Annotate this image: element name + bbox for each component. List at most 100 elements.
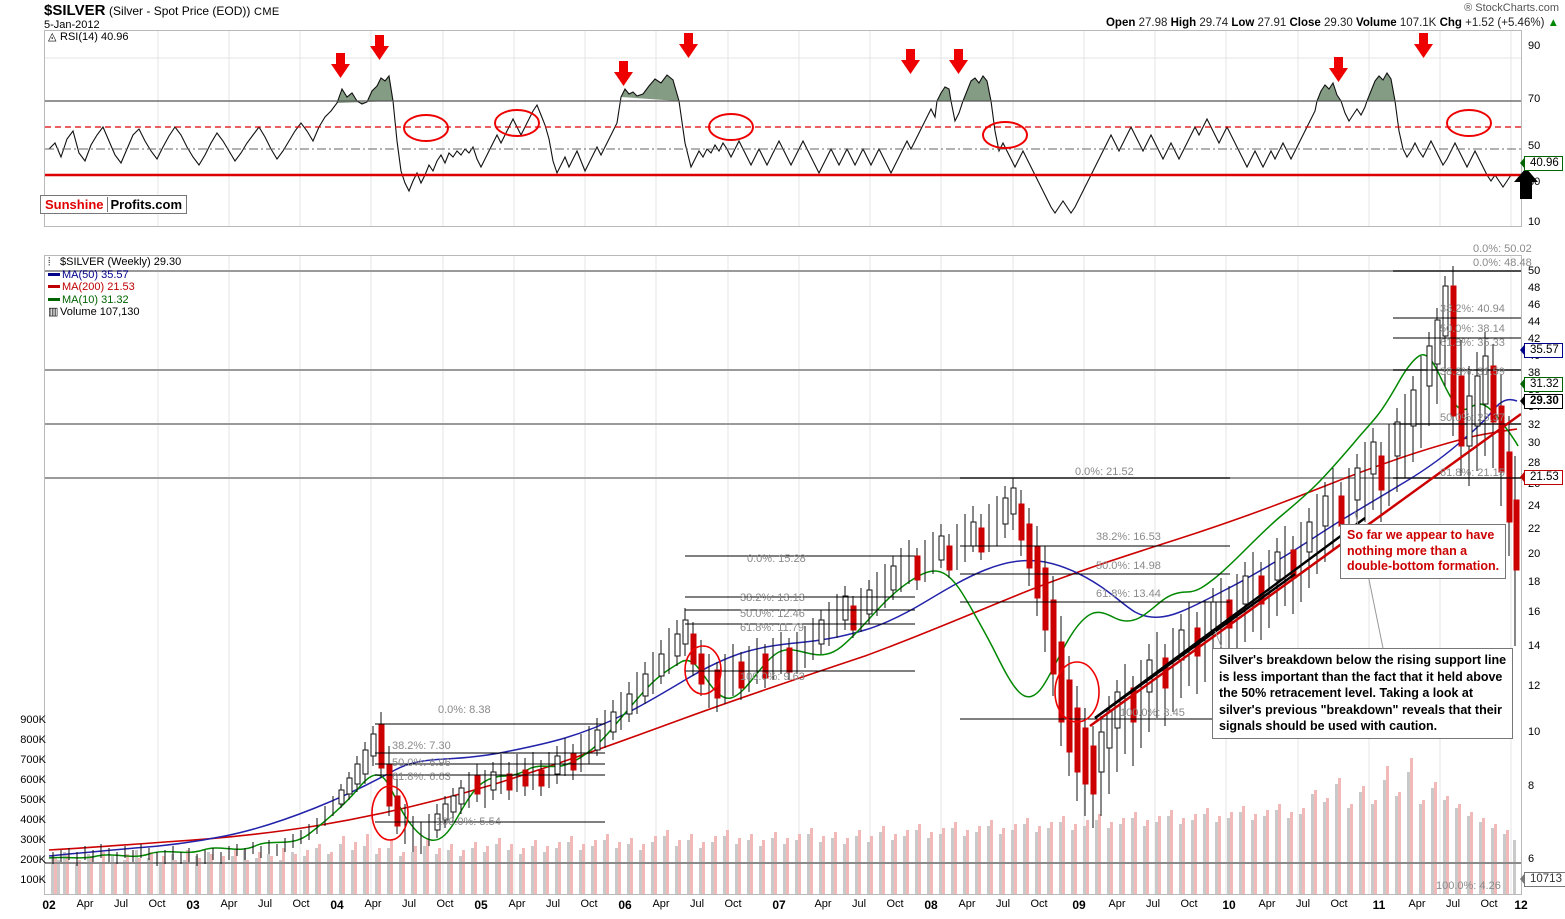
volume-legend: ▥ Volume 107,130 (48, 306, 140, 318)
price-ytick: 42 (1528, 333, 1541, 345)
page-title: $SILVER (Silver - Spot Price (EOD)) CME (44, 2, 280, 19)
exchange-label: CME (254, 6, 280, 18)
callout-breakdown: Silver's breakdown below the rising supp… (1212, 648, 1514, 739)
volume-label: Volume (1356, 17, 1397, 29)
xtick: 07 (772, 898, 786, 912)
fib-label: 0.0%: 21.52 (1075, 466, 1134, 478)
price-ytick: 20 (1528, 548, 1541, 560)
price-ytick: 12 (1528, 680, 1541, 692)
volume-ytick: 900K (20, 714, 46, 726)
price-ytick: 46 (1528, 299, 1541, 311)
rsi-ytick: 90 (1528, 40, 1541, 52)
chg-label: Chg (1439, 17, 1462, 29)
price-ytick: 32 (1528, 419, 1541, 431)
rsi-highlight-ellipse (403, 114, 449, 142)
price-ytick: 22 (1528, 523, 1541, 535)
price-ytick: 24 (1528, 500, 1541, 512)
close-label: Close (1289, 17, 1321, 29)
volume-ytick: 500K (20, 794, 46, 806)
rsi-ytick: 70 (1528, 93, 1541, 105)
candlestick-icon: ⦙ (48, 256, 51, 268)
ma10-legend: MA(10) 31.32 (48, 294, 181, 307)
xtick: Apr (364, 898, 382, 910)
ma50-legend: MA(50) 35.57 (48, 269, 181, 282)
price-ytick: 6 (1528, 853, 1535, 865)
fib-label: 38.2%: 40.94 (1440, 303, 1505, 315)
price-ytick: 8 (1528, 780, 1535, 792)
low-value: 27.91 (1257, 17, 1287, 29)
volume-value-flag: 10713 (1520, 872, 1565, 887)
callout-black-line: Silver's breakdown below the rising supp… (1219, 653, 1507, 667)
fib-label: 38.2%: 13.13 (740, 592, 805, 604)
chg-value: +1.52 (+5.46%) (1465, 17, 1545, 29)
ma50-line (48, 398, 1518, 857)
xtick: Jul (545, 898, 561, 910)
volume-ytick: 100K (20, 874, 46, 886)
open-value: 27.98 (1138, 17, 1168, 29)
rsi-ytick: 50 (1528, 140, 1541, 152)
callout-red-line: double-bottom formation. (1347, 559, 1500, 573)
rsi-sell-arrow (370, 35, 389, 60)
volume-ytick: 200K (20, 854, 46, 866)
price-ytick: 38 (1528, 367, 1541, 379)
horizontal-resistance-lines (45, 270, 1521, 479)
volume-ytick: 600K (20, 774, 46, 786)
ma50-swatch-icon (48, 272, 60, 276)
chg-direction-icon: ▲ (1547, 17, 1559, 29)
rsi-highlight-ellipse (708, 113, 754, 141)
fib-retracement-lines (375, 270, 1521, 823)
rsi-sell-arrow (331, 53, 350, 78)
fib-label: 0.0%: 48.48 (1473, 257, 1532, 269)
xtick: 11 (1372, 898, 1386, 912)
fib-label: 100.0%: 5.54 (436, 816, 501, 828)
xtick: Oct (886, 898, 904, 910)
rsi-ytick: 30 (1528, 176, 1541, 188)
xtick: Jul (1295, 898, 1311, 910)
close-value: 29.30 (1324, 17, 1353, 29)
callout-black-line: signals should be used with caution. (1219, 719, 1438, 733)
ma200-value-flag: 21.53 (1520, 470, 1563, 485)
chart-date: 5-Jan-2012 (44, 19, 100, 31)
price-ytick: 44 (1528, 316, 1541, 328)
price-ytick: 18 (1528, 576, 1541, 588)
xtick: Oct (580, 898, 598, 910)
xtick: Jul (1145, 898, 1161, 910)
rsi-sell-arrow (901, 49, 920, 74)
ma200-line (48, 428, 1518, 851)
volume-bars (45, 758, 1521, 894)
symbol-description: (Silver - Spot Price (EOD)) (109, 4, 251, 18)
xtick: Apr (220, 898, 238, 910)
fib-label: 38.2%: 7.30 (392, 740, 451, 752)
xtick: Apr (1108, 898, 1126, 910)
quote-bar: Open 27.98 High 29.74 Low 27.91 Close 29… (1106, 17, 1559, 29)
fib-label: 50.0%: 38.14 (1440, 323, 1505, 335)
stockcharts-brand: ® StockCharts.com (1464, 2, 1559, 14)
xtick: Jul (113, 898, 129, 910)
fib-label: 0.0%: 15.28 (747, 553, 806, 565)
ma10-swatch-icon (48, 297, 60, 301)
high-label: High (1170, 17, 1197, 29)
indicator-icon: ◬ (48, 31, 57, 43)
ma10-value-flag: 31.32 (1520, 377, 1563, 392)
ma200-legend: MA(200) 21.53 (48, 281, 181, 294)
fib-label: 50.0%: 6.96 (392, 757, 451, 769)
xtick: Oct (148, 898, 166, 910)
ma50-value-flag: 35.57 (1520, 343, 1563, 358)
price-ytick: 30 (1528, 437, 1541, 449)
fib-label: 100.0%: 4.26 (1436, 880, 1501, 892)
xtick: Jul (995, 898, 1011, 910)
price-ytick: 14 (1528, 640, 1541, 652)
callout-red-line: nothing more than a (1347, 543, 1468, 558)
volume-value: 107.1K (1399, 17, 1437, 29)
price-ytick: 28 (1528, 457, 1541, 469)
price-legend-title: ⦙ $SILVER (Weekly) 29.30 (48, 256, 182, 268)
sunshine-profits-logo: Sunshine Profits.com (40, 195, 188, 214)
last-price-flag: 29.30 (1520, 394, 1563, 409)
fib-label: 38.2%: 31.59 (1440, 366, 1505, 378)
rsi-sell-arrow (679, 33, 698, 58)
xtick: Oct (1030, 898, 1048, 910)
xtick: Apr (652, 898, 670, 910)
callout-double-bottom: So far we appear to have nothing more th… (1340, 524, 1507, 579)
xtick: 08 (924, 898, 938, 912)
callout-black-line: is less important than the fact that it … (1219, 669, 1503, 684)
